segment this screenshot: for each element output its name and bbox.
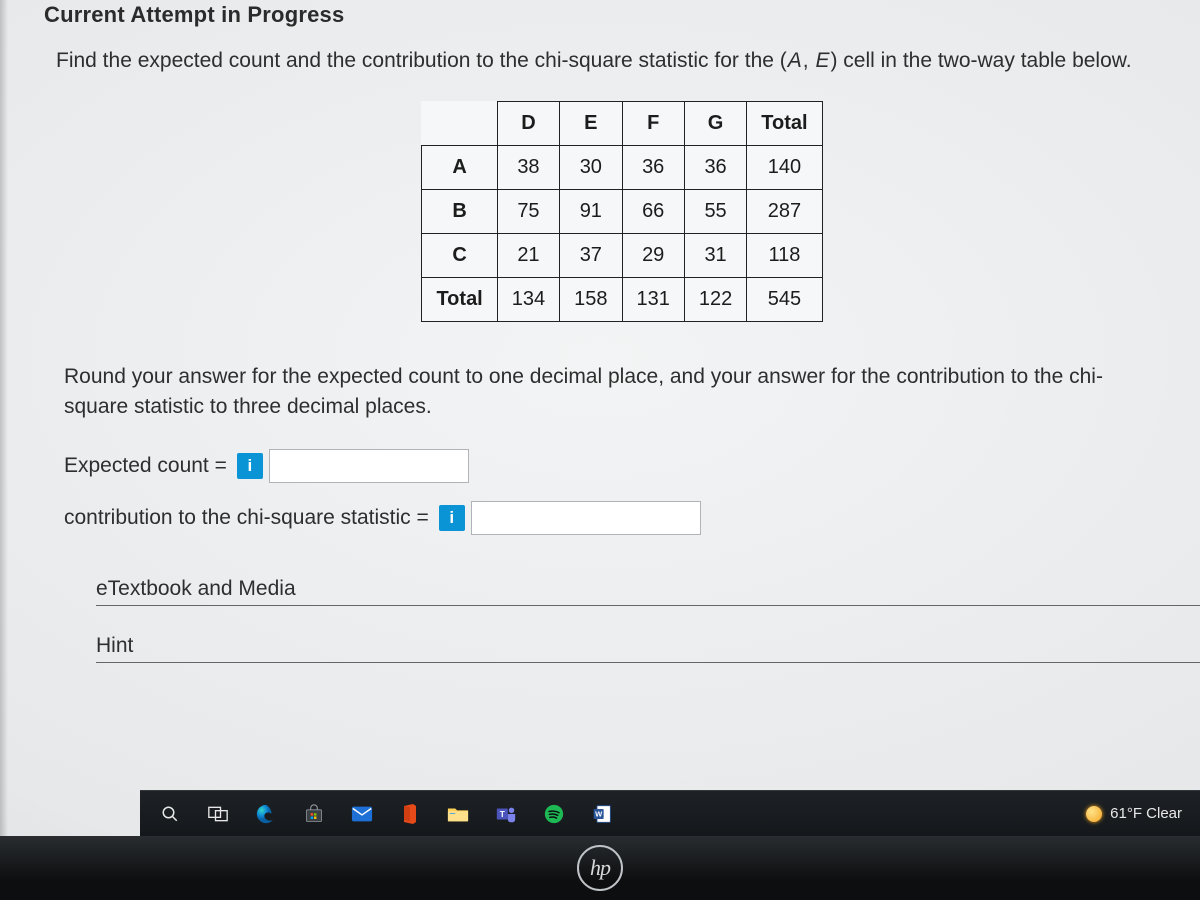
table-cell: 66 bbox=[622, 190, 684, 234]
col-header: G bbox=[684, 102, 746, 146]
table-cell: 131 bbox=[622, 278, 684, 322]
prompt-cell-sep: , bbox=[803, 49, 815, 72]
window-left-shadow bbox=[0, 0, 8, 836]
spotify-icon[interactable] bbox=[534, 796, 574, 832]
weather-text: 61°F Clear bbox=[1110, 805, 1182, 822]
two-way-table-wrap: D E F G Total A 38 30 36 36 140 B 75 91 … bbox=[44, 101, 1200, 322]
info-icon[interactable]: i bbox=[439, 505, 465, 531]
windows-taskbar: T W 61°F Clear bbox=[140, 790, 1200, 836]
chi-square-input[interactable] bbox=[471, 501, 701, 535]
table-cell: 158 bbox=[560, 278, 622, 322]
weather-widget[interactable]: 61°F Clear bbox=[1086, 805, 1190, 822]
two-way-table: D E F G Total A 38 30 36 36 140 B 75 91 … bbox=[421, 101, 822, 322]
file-explorer-icon[interactable] bbox=[438, 796, 478, 832]
sun-icon bbox=[1086, 806, 1102, 822]
table-cell: 38 bbox=[497, 146, 559, 190]
prompt-text-prefix: Find the expected count and the contribu… bbox=[56, 49, 787, 72]
col-header: E bbox=[560, 102, 622, 146]
row-label: B bbox=[422, 190, 497, 234]
teams-icon[interactable]: T bbox=[486, 796, 526, 832]
table-cell: 122 bbox=[684, 278, 746, 322]
ms-store-icon[interactable] bbox=[294, 796, 334, 832]
col-header: F bbox=[622, 102, 684, 146]
prompt-cell-b: E bbox=[814, 49, 830, 72]
office-icon[interactable] bbox=[390, 796, 430, 832]
table-cell: 75 bbox=[497, 190, 559, 234]
prompt-cell-a: A bbox=[787, 49, 803, 72]
expected-count-input[interactable] bbox=[269, 449, 469, 483]
question-prompt: Find the expected count and the contribu… bbox=[56, 46, 1200, 75]
table-corner-cell bbox=[422, 102, 497, 146]
table-cell: 140 bbox=[747, 146, 822, 190]
table-row: B 75 91 66 55 287 bbox=[422, 190, 822, 234]
laptop-bezel: hp bbox=[0, 836, 1200, 900]
table-cell: 287 bbox=[747, 190, 822, 234]
table-cell: 21 bbox=[497, 234, 559, 278]
search-icon[interactable] bbox=[150, 796, 190, 832]
col-header: D bbox=[497, 102, 559, 146]
table-cell: 30 bbox=[560, 146, 622, 190]
info-icon[interactable]: i bbox=[237, 453, 263, 479]
svg-text:T: T bbox=[500, 809, 505, 818]
table-row: A 38 30 36 36 140 bbox=[422, 146, 822, 190]
table-cell: 134 bbox=[497, 278, 559, 322]
table-cell: 36 bbox=[684, 146, 746, 190]
hp-logo-text: hp bbox=[590, 855, 610, 881]
expected-count-row: Expected count = i bbox=[64, 449, 1200, 483]
task-view-icon[interactable] bbox=[198, 796, 238, 832]
table-cell: 36 bbox=[622, 146, 684, 190]
row-label: Total bbox=[422, 278, 497, 322]
row-label: A bbox=[422, 146, 497, 190]
table-row: Total 134 158 131 122 545 bbox=[422, 278, 822, 322]
col-header: Total bbox=[747, 102, 822, 146]
word-icon[interactable]: W bbox=[582, 796, 622, 832]
expected-count-label: Expected count = bbox=[64, 454, 227, 478]
mail-icon[interactable] bbox=[342, 796, 382, 832]
chi-square-row: contribution to the chi-square statistic… bbox=[64, 501, 1200, 535]
question-page: Current Attempt in Progress Find the exp… bbox=[44, 0, 1200, 780]
table-row: C 21 37 29 31 118 bbox=[422, 234, 822, 278]
prompt-text-suffix: ) cell in the two-way table below. bbox=[830, 49, 1131, 72]
table-header-row: D E F G Total bbox=[422, 102, 822, 146]
hp-logo: hp bbox=[577, 845, 623, 891]
chi-square-label: contribution to the chi-square statistic… bbox=[64, 506, 429, 530]
svg-text:W: W bbox=[595, 809, 603, 818]
edge-icon[interactable] bbox=[246, 796, 286, 832]
resource-links: eTextbook and Media Hint bbox=[96, 577, 1200, 663]
table-cell: 55 bbox=[684, 190, 746, 234]
rounding-instructions: Round your answer for the expected count… bbox=[64, 362, 1140, 421]
attempt-heading: Current Attempt in Progress bbox=[44, 2, 1200, 28]
table-cell: 545 bbox=[747, 278, 822, 322]
table-cell: 31 bbox=[684, 234, 746, 278]
table-cell: 118 bbox=[747, 234, 822, 278]
table-cell: 37 bbox=[560, 234, 622, 278]
row-label: C bbox=[422, 234, 497, 278]
etextbook-link[interactable]: eTextbook and Media bbox=[96, 577, 1200, 606]
table-cell: 91 bbox=[560, 190, 622, 234]
table-cell: 29 bbox=[622, 234, 684, 278]
hint-link[interactable]: Hint bbox=[96, 634, 1200, 663]
